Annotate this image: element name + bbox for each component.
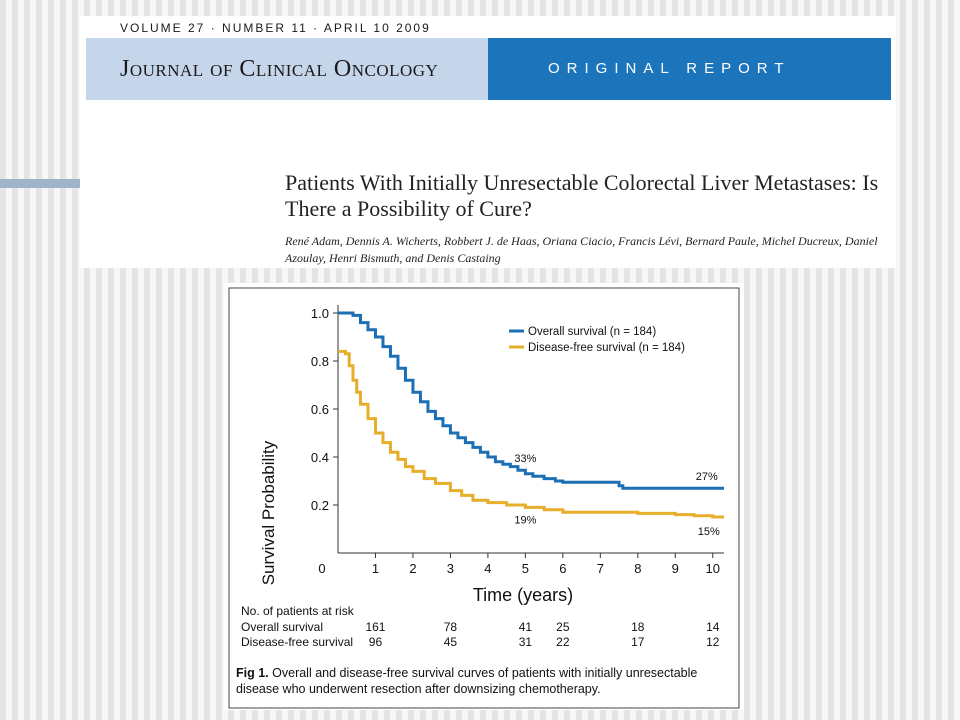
article-header: VOLUME 27 · NUMBER 11 · APRIL 10 2009 Jo… (80, 16, 896, 268)
legend-label: Overall survival (n = 184) (528, 326, 656, 338)
risk-count: 161 (365, 620, 385, 634)
y-tick-label: 0.4 (311, 450, 329, 465)
x-tick-label: 4 (484, 561, 491, 576)
y-tick-label: 0.8 (311, 354, 329, 369)
y-tick-label: 0.2 (311, 498, 329, 513)
risk-count: 17 (631, 635, 645, 649)
section-label: ORIGINAL REPORT (548, 60, 791, 77)
x-tick-label: 1 (372, 561, 379, 576)
overall-survival-curve (338, 311, 724, 490)
decorative-side-bar (0, 179, 80, 188)
figure-label: Fig 1. (236, 666, 269, 680)
report-band: ORIGINAL REPORT (488, 38, 891, 100)
risk-count: 31 (519, 635, 533, 649)
x-axis-label: Time (years) (473, 585, 573, 605)
x-tick-label: 7 (597, 561, 604, 576)
risk-count: 22 (556, 635, 570, 649)
risk-count: 25 (556, 620, 570, 634)
paper-title: Patients With Initially Unresectable Col… (285, 170, 879, 221)
x-tick-label: 8 (634, 561, 641, 576)
risk-count: 18 (631, 620, 645, 634)
paper-authors: René Adam, Dennis A. Wicherts, Robbert J… (285, 234, 878, 265)
curve-annotation: 33% (514, 453, 536, 465)
figure-caption-text: Overall and disease-free survival curves… (236, 666, 698, 696)
figure-panel: 0.2 0.4 0.6 0.8 1.0 0 1 2 3 4 5 6 7 8 9 10 33% 27% 19% 15… (224, 283, 744, 710)
issue-line: VOLUME 27 · NUMBER 11 · APRIL 10 2009 (120, 21, 431, 35)
x-tick-label: 6 (559, 561, 566, 576)
y-tick-label: 1.0 (311, 306, 329, 321)
curve-annotation: 15% (698, 526, 720, 538)
risk-count: 12 (706, 635, 720, 649)
risk-count: 45 (444, 635, 458, 649)
x-tick-label: 9 (672, 561, 679, 576)
survival-chart: 0.20.40.60.81.0 0 1 2 3 4 5 6 7 8 9 10 33%27%19%15… (228, 287, 740, 709)
x-tick-label: 10 (706, 561, 720, 576)
figure-caption: Fig 1. Overall and disease-free survival … (236, 665, 736, 697)
curve-annotation: 27% (696, 471, 718, 483)
x-tick-label: 0 (318, 561, 325, 576)
risk-table-title: No. of patients at risk (241, 604, 355, 618)
y-tick-label: 0.6 (311, 402, 329, 417)
disease-free-survival-curve (338, 349, 724, 519)
y-axis-label: Survival Probability (259, 440, 278, 585)
journal-name: Journal of Clinical Oncology (120, 56, 439, 82)
x-tick-label: 3 (447, 561, 454, 576)
risk-row-label: Overall survival (241, 620, 323, 634)
x-tick-label: 5 (522, 561, 529, 576)
x-tick-label: 2 (409, 561, 416, 576)
risk-count: 96 (369, 635, 383, 649)
figure-border (228, 287, 740, 709)
curve-annotation: 19% (514, 514, 536, 526)
risk-row-label: Disease-free survival (241, 635, 353, 649)
risk-count: 78 (444, 620, 458, 634)
risk-count: 41 (519, 620, 533, 634)
legend-label: Disease-free survival (n = 184) (528, 342, 685, 354)
risk-count: 14 (706, 620, 720, 634)
journal-band: Journal of Clinical Oncology (86, 38, 488, 100)
